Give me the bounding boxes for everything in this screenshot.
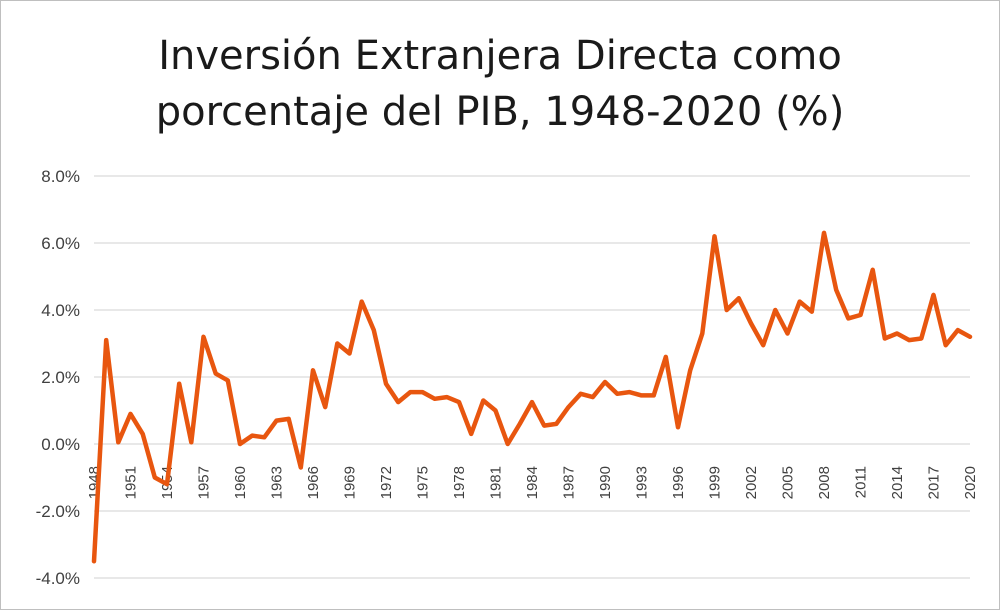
y-tick-label: 0.0% <box>41 435 80 454</box>
x-tick-label: 1978 <box>451 466 468 499</box>
series-line-0 <box>91 230 973 564</box>
x-tick-label: 1972 <box>378 466 395 499</box>
x-tick-label: 1984 <box>524 466 541 499</box>
x-tick-label: 1981 <box>488 466 505 499</box>
x-tick-label: 1999 <box>707 466 724 499</box>
y-tick-label: 2.0% <box>41 368 80 387</box>
x-tick-label: 1957 <box>196 466 213 499</box>
x-tick-label: 2002 <box>743 466 760 499</box>
x-tick-label: 1987 <box>561 466 578 499</box>
x-tick-label: 2008 <box>816 466 833 499</box>
x-tick-label: 2011 <box>853 466 870 498</box>
x-tick-label: 1960 <box>232 466 249 499</box>
y-tick-label: 8.0% <box>41 167 80 186</box>
x-tick-label: 1993 <box>634 466 651 499</box>
chart-title-line-1: Inversión Extranjera Directa como <box>158 33 842 79</box>
y-axis-ticks: -4.0% -2.0% 0.0% 2.0% 4.0% 6.0% 8.0% <box>36 167 80 588</box>
series-layer <box>91 230 973 564</box>
x-tick-label: 2017 <box>926 466 943 499</box>
y-tick-label: 4.0% <box>41 301 80 320</box>
x-tick-label: 2020 <box>962 466 979 499</box>
x-tick-label: 2014 <box>889 466 906 499</box>
x-tick-label: 1975 <box>415 466 432 499</box>
x-tick-label: 1990 <box>597 466 614 499</box>
x-tick-label: 1969 <box>342 466 359 499</box>
x-tick-label: 2005 <box>780 466 797 499</box>
x-tick-label: 1963 <box>269 466 286 499</box>
chart-title-line-2: porcentaje del PIB, 1948-2020 (%) <box>155 89 845 135</box>
chart-title: Inversión Extranjera Directa como porcen… <box>0 28 1000 140</box>
x-tick-label: 1951 <box>123 466 140 499</box>
x-tick-label: 1966 <box>305 466 322 499</box>
y-tick-label: -4.0% <box>36 569 80 588</box>
x-tick-label: 1996 <box>670 466 687 499</box>
y-tick-label: 6.0% <box>41 234 80 253</box>
x-axis-ticks: 1948 1951 1954 1957 1960 1963 1966 1969 1972 1975… <box>86 466 979 499</box>
y-tick-label: -2.0% <box>36 502 80 521</box>
